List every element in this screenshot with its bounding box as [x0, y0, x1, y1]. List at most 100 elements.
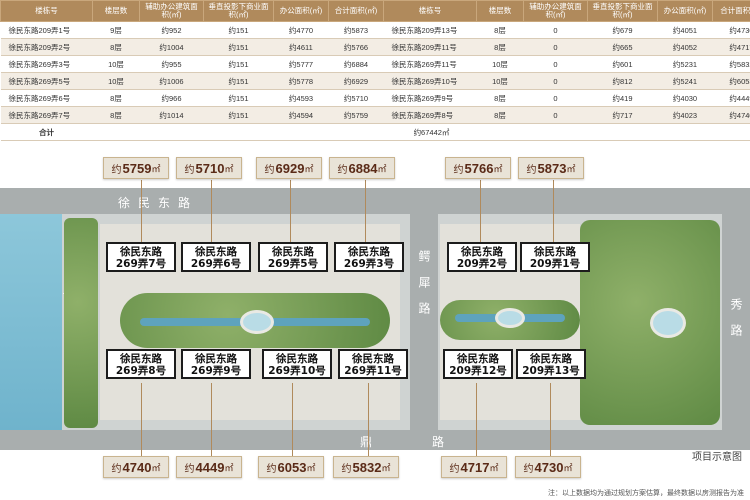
cell: 约151 — [203, 72, 274, 90]
cell: 8层 — [476, 106, 524, 124]
building-line2: 269弄9号 — [190, 365, 242, 377]
callout-unit: ㎡ — [377, 163, 387, 174]
building-line1: 徐民东路 — [195, 353, 237, 365]
callout-prefix: 约 — [111, 463, 122, 475]
callout-unit: ㎡ — [489, 462, 499, 473]
road-right-label: 秀路 — [729, 298, 743, 350]
area-callout: 约 6884 ㎡ — [329, 157, 395, 179]
callout-unit: ㎡ — [224, 462, 234, 473]
building-line2: 269弄10号 — [268, 365, 326, 377]
road-top — [0, 188, 750, 214]
cell: 0 — [523, 21, 588, 39]
callout-prefix: 约 — [266, 463, 277, 475]
area-callout: 约 5759 ㎡ — [103, 157, 169, 179]
cell: 约4023 — [657, 106, 713, 124]
area-callout: 约 5710 ㎡ — [176, 157, 242, 179]
callout-prefix: 约 — [341, 463, 352, 475]
callout-line — [141, 383, 142, 456]
building-line1: 徐民东路 — [195, 246, 237, 258]
cell: 10层 — [476, 72, 524, 90]
cell: 0 — [523, 89, 588, 107]
cell: 徐民东路269弄6号 — [0, 89, 93, 107]
building-line1: 徐民东路 — [352, 353, 394, 365]
cell: 徐民东路209弄11号 — [383, 38, 477, 56]
building-209-2: 徐民东路 209弄2号 — [447, 242, 517, 272]
callout-prefix: 约 — [111, 164, 122, 176]
callout-line — [476, 383, 477, 456]
area-callout: 约 4740 ㎡ — [103, 456, 169, 478]
building-269-8: 徐民东路 269弄8号 — [106, 349, 176, 379]
table-row: 徐民东路209弄2号 8层 约1004 约151 约4611 约5766 徐民东… — [0, 38, 750, 56]
table-body: 徐民东路209弄1号 9层 约952 约151 约4770 约5873 徐民东路… — [0, 21, 750, 141]
building-line1: 徐民东路 — [348, 246, 390, 258]
cell: 约6929 — [328, 72, 384, 90]
table-row: 徐民东路269弄3号 10层 约955 约151 约5777 约6884 徐民东… — [0, 55, 750, 73]
cell: 约5778 — [273, 72, 329, 90]
cell: 约4594 — [273, 106, 329, 124]
cell: 约1006 — [139, 72, 204, 90]
cell: 约4051 — [657, 21, 713, 39]
building-line1: 徐民东路 — [457, 353, 499, 365]
cell: 约952 — [139, 21, 204, 39]
cell: 约4770 — [273, 21, 329, 39]
road-right — [722, 214, 750, 430]
col-header: 辅助办公建筑面积(㎡) — [523, 0, 588, 22]
building-269-9: 徐民东路 269弄9号 — [181, 349, 251, 379]
cell: 约1014 — [139, 106, 204, 124]
cell: 0 — [523, 72, 588, 90]
building-269-5: 徐民东路 269弄5号 — [258, 242, 328, 272]
cell: 约5873 — [328, 21, 384, 39]
cell: 徐民东路269弄10号 — [383, 72, 477, 90]
col-header: 合计面积(㎡) — [328, 0, 384, 22]
table-total-row: 合计 约67442㎡ — [0, 123, 750, 141]
callout-value: 4717 — [460, 459, 490, 475]
cell: 约601 — [587, 55, 658, 73]
building-line1: 徐民东路 — [120, 246, 162, 258]
road-top-label: 徐民东路 — [118, 196, 199, 210]
cell: 8层 — [476, 21, 524, 39]
cell: 约4593 — [273, 89, 329, 107]
table-row: 徐民东路269弄7号 8层 约1014 约151 约4594 约5759 徐民东… — [0, 106, 750, 124]
callout-prefix: 约 — [453, 164, 464, 176]
callout-line — [368, 383, 369, 456]
callout-unit: ㎡ — [563, 462, 573, 473]
building-line1: 徐民东路 — [120, 353, 162, 365]
road-mid — [410, 214, 438, 430]
cell: 徐民东路269弄9号 — [383, 89, 477, 107]
col-header: 办公面积(㎡) — [657, 0, 713, 22]
callout-value: 4449 — [195, 459, 225, 475]
cell: 约4052 — [657, 38, 713, 56]
building-line2: 269弄3号 — [343, 258, 395, 270]
building-line2: 209弄12号 — [449, 365, 507, 377]
callout-value: 5766 — [464, 160, 494, 176]
cell: 徐民东路269弄8号 — [383, 106, 477, 124]
callout-value: 5710 — [195, 160, 225, 176]
cell: 徐民东路269弄11号 — [383, 55, 477, 73]
callout-value: 6053 — [277, 459, 307, 475]
cell: 约812 — [587, 72, 658, 90]
cell: 9层 — [92, 21, 140, 39]
col-header: 合计面积(㎡) — [712, 0, 750, 22]
building-269-7: 徐民东路 269弄7号 — [106, 242, 176, 272]
callout-value: 5759 — [122, 160, 152, 176]
cell: 约4030 — [657, 89, 713, 107]
col-header: 楼层数 — [476, 0, 524, 22]
callout-line — [553, 180, 554, 242]
building-line1: 徐民东路 — [272, 246, 314, 258]
building-line1: 徐民东路 — [530, 353, 572, 365]
area-table: 楼栋号 楼层数 辅助办公建筑面积(㎡) 垂直投影下商业面积(㎡) 办公面积(㎡)… — [0, 0, 750, 141]
cell: 约966 — [139, 89, 204, 107]
callout-line — [292, 383, 293, 456]
col-header: 垂直投影下商业面积(㎡) — [587, 0, 658, 22]
fountain-center — [495, 308, 525, 328]
callout-line — [290, 180, 291, 242]
building-209-13: 徐民东路 209弄13号 — [516, 349, 586, 379]
site-plan-map: 徐民东路 鼎路 长 鳄犀路 秀路 徐民东路 269弄7号 徐民东路 269弄6号… — [0, 188, 750, 450]
cell: 0 — [523, 38, 588, 56]
area-callout: 约 6929 ㎡ — [256, 157, 322, 179]
cell: 约6884 — [328, 55, 384, 73]
cell: 0 — [523, 55, 588, 73]
callout-line — [211, 383, 212, 456]
